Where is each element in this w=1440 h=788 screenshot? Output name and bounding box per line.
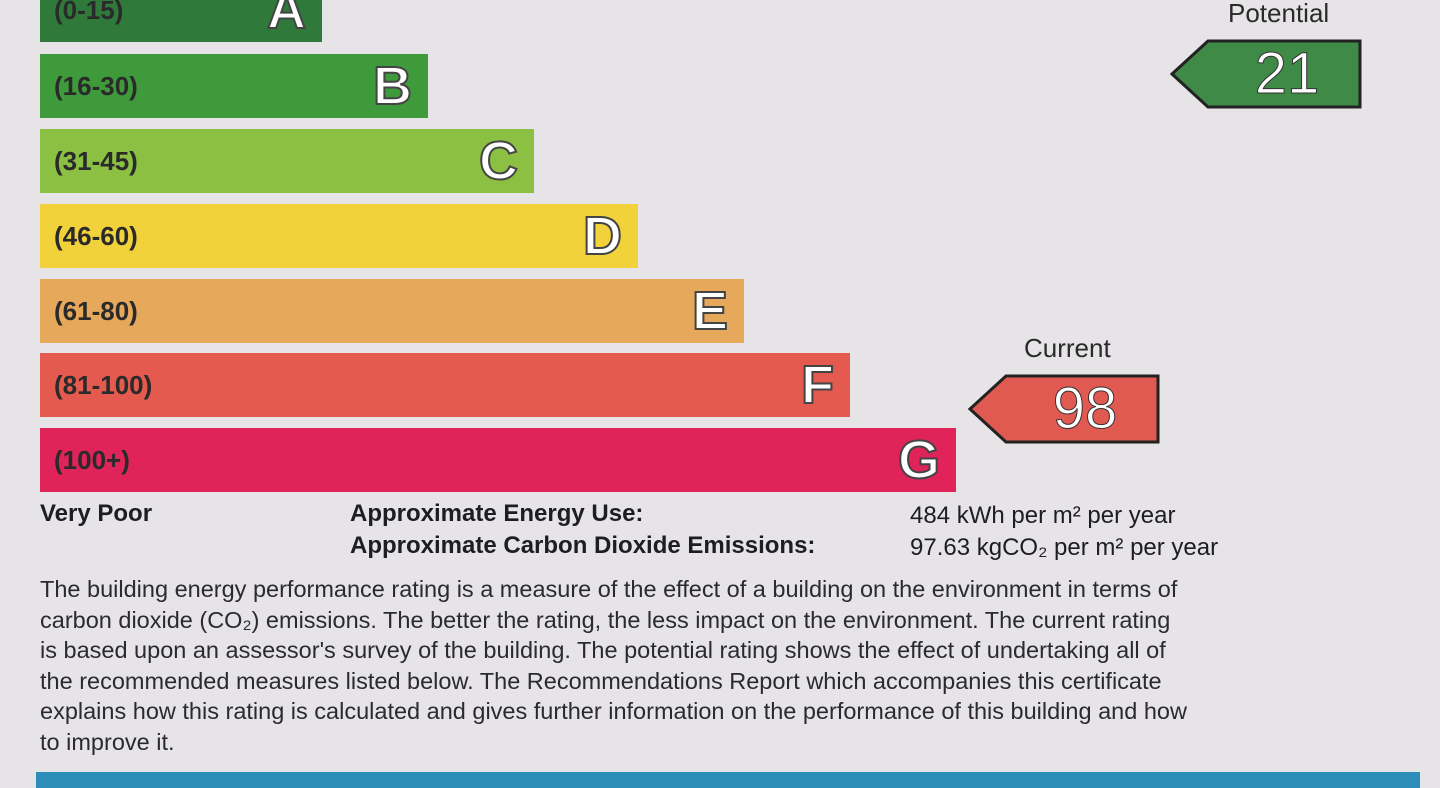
band-b: (16-30) B xyxy=(40,54,428,118)
band-e: (61-80) E xyxy=(40,279,744,343)
potential-label: Potential xyxy=(1228,0,1330,28)
description-line: is based upon an assessor's survey of th… xyxy=(40,637,1166,663)
potential-rating-arrow: 21 xyxy=(1170,39,1362,109)
current-label: Current xyxy=(1024,333,1111,363)
band-g-range: (100+) xyxy=(54,445,130,475)
band-f-range: (81-100) xyxy=(54,370,153,400)
bottom-blue-strip xyxy=(36,772,1420,788)
energy-use-label: Approximate Energy Use: xyxy=(350,500,644,527)
description-line: carbon dioxide (CO₂) emissions. The bett… xyxy=(40,606,1171,633)
description-line: explains how this rating is calculated a… xyxy=(40,698,1187,724)
rating-description: The building energy performance rating i… xyxy=(40,574,1420,757)
current-rating-arrow: 98 xyxy=(968,374,1160,444)
band-c-range: (31-45) xyxy=(54,146,138,176)
band-a: (0-15) A xyxy=(40,0,322,42)
band-a-range: (0-15) xyxy=(54,0,124,25)
band-f-letter: F xyxy=(800,354,835,416)
band-f: (81-100) F xyxy=(40,353,850,417)
current-arrow-shape xyxy=(968,374,1160,444)
band-b-letter: B xyxy=(372,55,413,117)
band-b-range: (16-30) xyxy=(54,71,138,101)
potential-arrow-shape xyxy=(1170,39,1362,109)
band-d: (46-60) D xyxy=(40,204,638,268)
carbon-emissions-value: 97.63 kgCO₂ per m² per year xyxy=(910,534,1219,561)
description-line: The building energy performance rating i… xyxy=(40,576,1178,602)
potential-value: 21 xyxy=(1254,41,1320,107)
band-d-letter: D xyxy=(582,205,623,267)
band-g: (100+) G xyxy=(40,428,956,492)
band-c: (31-45) C xyxy=(40,129,534,193)
band-a-letter: A xyxy=(266,0,307,41)
current-value: 98 xyxy=(1052,376,1118,442)
description-line: the recommended measures listed below. T… xyxy=(40,667,1162,694)
band-e-letter: E xyxy=(691,280,729,342)
band-g-letter: G xyxy=(897,429,941,491)
carbon-emissions-label: Approximate Carbon Dioxide Emissions: xyxy=(350,532,816,559)
band-d-range: (46-60) xyxy=(54,221,138,251)
description-line: to improve it. xyxy=(40,728,175,755)
band-c-letter: C xyxy=(478,130,519,192)
scale-low-label: Very Poor xyxy=(40,500,153,527)
energy-use-value: 484 kWh per m² per year xyxy=(910,502,1176,529)
band-e-range: (61-80) xyxy=(54,296,138,326)
